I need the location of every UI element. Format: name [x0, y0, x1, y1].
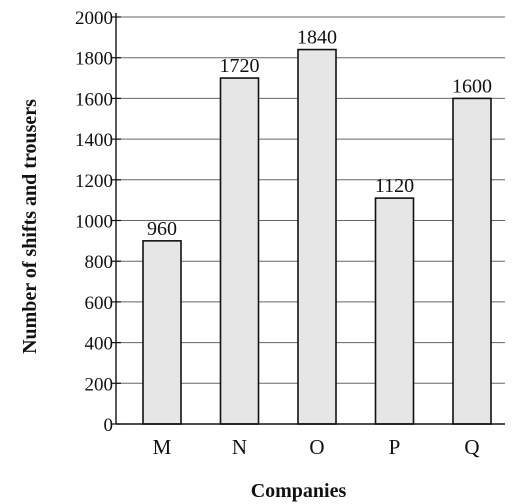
x-tick-label: Q [464, 435, 479, 459]
y-axis-title: Number of shifts and trousers [19, 99, 41, 354]
data-label: 1840 [297, 27, 337, 49]
y-tick-label: 1200 [75, 171, 113, 192]
bar-n [219, 77, 260, 425]
x-tick-label: P [389, 435, 401, 459]
x-tick-labels: M N O P Q [153, 435, 480, 459]
axes [111, 13, 505, 425]
y-tick-label: 0 [104, 415, 114, 436]
y-tick-label: 600 [85, 293, 114, 314]
bars [142, 48, 492, 425]
x-axis-title: Companies [251, 480, 347, 502]
data-label: 960 [147, 218, 177, 240]
bar-o [297, 48, 337, 425]
data-labels: 960 1720 1840 1120 1600 [147, 27, 492, 240]
y-tick-label: 200 [85, 374, 114, 395]
y-tick-label: 1800 [75, 49, 113, 70]
y-tick-label: 1600 [75, 89, 113, 110]
data-label: 1720 [220, 55, 260, 77]
x-tick-label: O [309, 435, 324, 459]
bar-m [142, 240, 182, 425]
y-tick-label: 1000 [75, 212, 113, 233]
data-label: 1600 [452, 75, 492, 97]
y-tick-label: 800 [85, 252, 114, 273]
x-tick-label: N [232, 435, 247, 459]
data-label: 1120 [375, 175, 414, 197]
y-tick-label: 400 [85, 334, 114, 355]
y-tick-label: 1400 [75, 130, 113, 151]
x-tick-label: M [153, 435, 172, 459]
bar-q [452, 97, 492, 425]
bar-p [374, 197, 415, 425]
y-tick-label: 2000 [75, 8, 113, 29]
y-tick-labels: 0 200 400 600 800 1000 1200 1400 1600 1800 2000 [75, 8, 113, 436]
